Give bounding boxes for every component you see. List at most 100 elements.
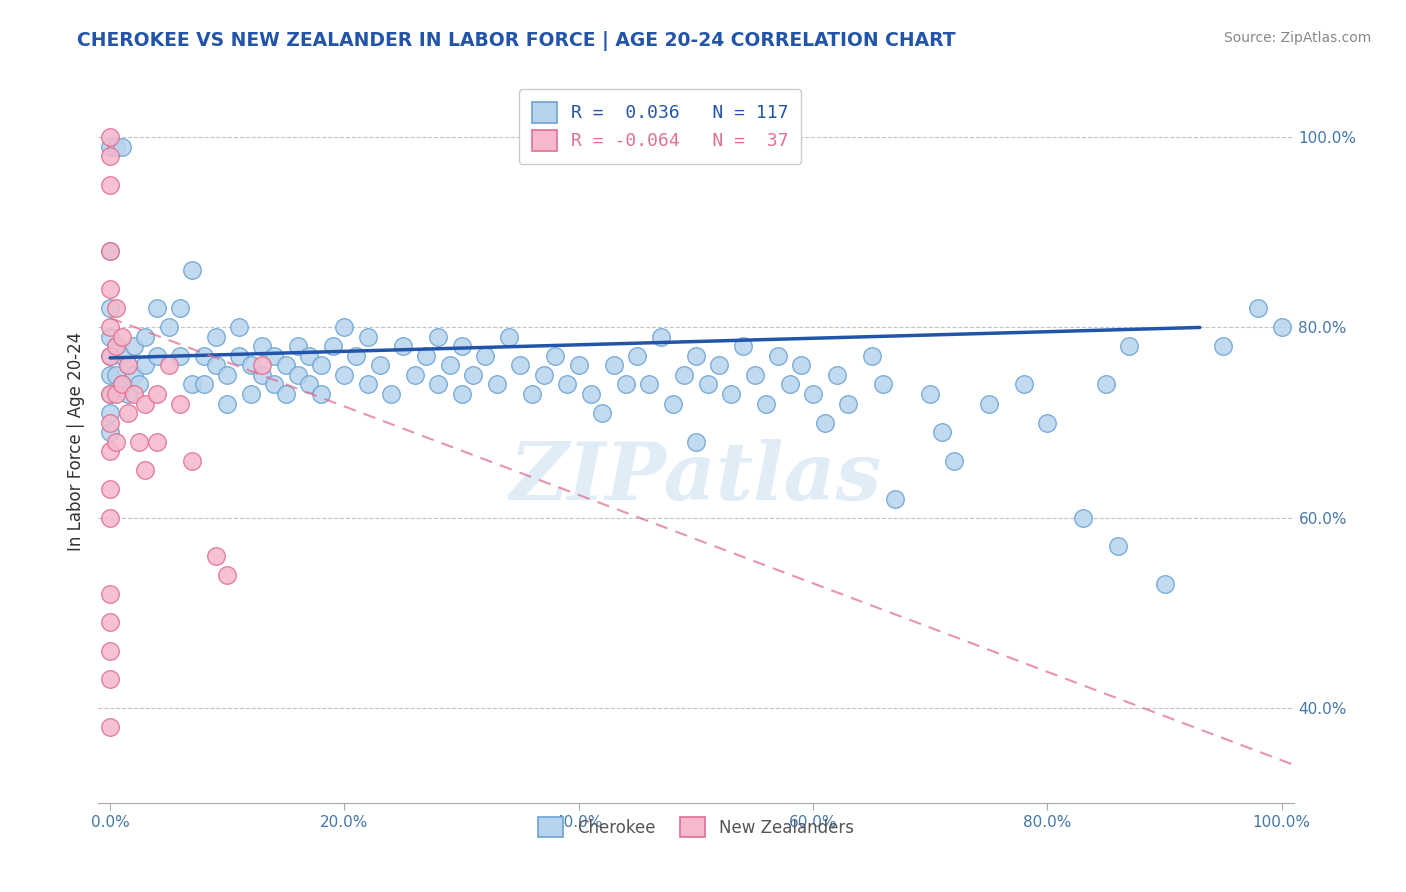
Point: [122, 339, 145, 353]
Point: [309, 387, 332, 401]
Point: [766, 349, 789, 363]
Point: [111, 140, 134, 154]
Point: [117, 359, 139, 373]
Point: [134, 359, 156, 373]
Point: [779, 377, 801, 392]
Point: [98, 149, 121, 163]
Point: [450, 387, 472, 401]
Point: [392, 339, 415, 353]
Point: [1012, 377, 1035, 392]
Point: [498, 330, 520, 344]
Point: [931, 425, 953, 439]
Point: [98, 130, 121, 145]
Point: [801, 387, 824, 401]
Point: [111, 377, 134, 392]
Point: [274, 359, 297, 373]
Point: [181, 263, 204, 277]
Point: [193, 349, 215, 363]
Point: [117, 359, 139, 373]
Point: [98, 368, 121, 382]
Point: [239, 387, 262, 401]
Point: [1071, 510, 1094, 524]
Point: [105, 387, 128, 401]
Point: [650, 330, 672, 344]
Point: [533, 368, 555, 382]
Point: [98, 301, 121, 316]
Point: [298, 349, 321, 363]
Point: [252, 359, 274, 373]
Point: [98, 178, 121, 192]
Point: [204, 330, 226, 344]
Point: [568, 359, 591, 373]
Point: [111, 349, 134, 363]
Point: [825, 368, 848, 382]
Point: [146, 301, 169, 316]
Point: [404, 368, 426, 382]
Point: [252, 368, 274, 382]
Text: Source: ZipAtlas.com: Source: ZipAtlas.com: [1223, 31, 1371, 45]
Point: [977, 396, 1000, 410]
Point: [463, 368, 485, 382]
Point: [98, 387, 121, 401]
Point: [860, 349, 883, 363]
Point: [217, 396, 239, 410]
Point: [309, 359, 332, 373]
Point: [744, 368, 766, 382]
Point: [98, 349, 121, 363]
Point: [169, 349, 191, 363]
Point: [98, 416, 121, 430]
Point: [117, 387, 139, 401]
Point: [98, 510, 121, 524]
Point: [427, 377, 450, 392]
Point: [614, 377, 637, 392]
Point: [252, 339, 274, 353]
Point: [274, 387, 297, 401]
Point: [169, 396, 191, 410]
Point: [217, 368, 239, 382]
Point: [755, 396, 778, 410]
Point: [193, 377, 215, 392]
Point: [544, 349, 567, 363]
Point: [98, 282, 121, 296]
Point: [98, 444, 121, 458]
Point: [105, 339, 128, 353]
Point: [128, 434, 150, 449]
Point: [1212, 339, 1234, 353]
Point: [942, 453, 965, 467]
Point: [837, 396, 859, 410]
Point: [1271, 320, 1294, 334]
Point: [509, 359, 531, 373]
Point: [98, 244, 121, 259]
Point: [439, 359, 461, 373]
Point: [128, 377, 150, 392]
Point: [603, 359, 626, 373]
Point: [98, 672, 121, 686]
Point: [146, 434, 169, 449]
Point: [263, 349, 285, 363]
Point: [98, 482, 121, 496]
Point: [884, 491, 907, 506]
Point: [157, 359, 180, 373]
Point: [287, 339, 309, 353]
Point: [720, 387, 742, 401]
Point: [520, 387, 543, 401]
Point: [122, 387, 145, 401]
Point: [204, 359, 226, 373]
Point: [239, 359, 262, 373]
Point: [731, 339, 754, 353]
Point: [322, 339, 344, 353]
Point: [98, 330, 121, 344]
Point: [181, 453, 204, 467]
Point: [98, 425, 121, 439]
Point: [134, 330, 156, 344]
Point: [1095, 377, 1118, 392]
Point: [111, 377, 134, 392]
Point: [98, 140, 121, 154]
Point: [98, 320, 121, 334]
Point: [134, 463, 156, 477]
Point: [105, 368, 128, 382]
Point: [98, 615, 121, 630]
Point: [146, 387, 169, 401]
Point: [98, 406, 121, 420]
Point: [661, 396, 683, 410]
